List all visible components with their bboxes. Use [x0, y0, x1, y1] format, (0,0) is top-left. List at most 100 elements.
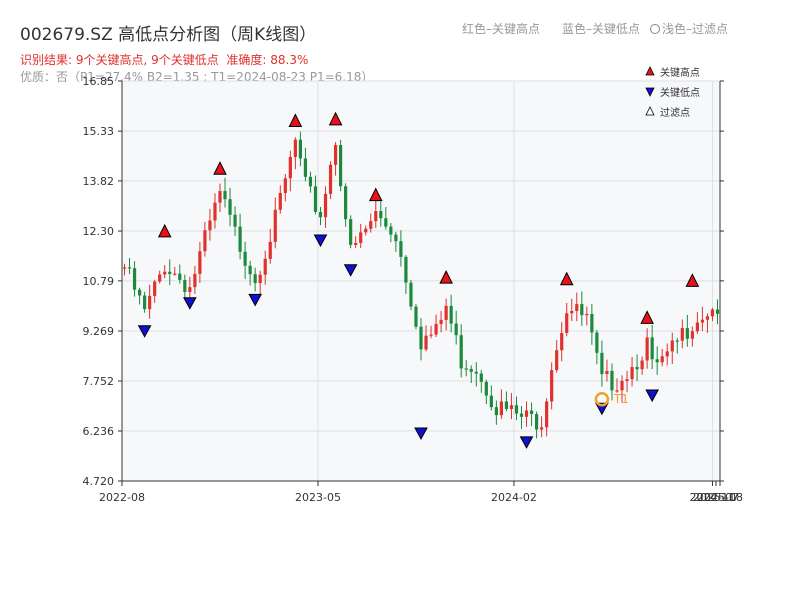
candle-body	[434, 323, 438, 335]
candle-body	[680, 328, 684, 341]
candle-body	[444, 305, 448, 320]
key-low-marker	[414, 427, 428, 440]
candle-body	[364, 228, 368, 233]
y-tick-label: 4.720	[83, 475, 115, 488]
candle-body	[273, 209, 277, 242]
candle-body	[504, 401, 509, 409]
key-low-marker	[343, 264, 358, 277]
key-low-marker	[645, 389, 660, 403]
candle-body	[545, 401, 549, 428]
x-tick-label: 2025-07	[693, 491, 739, 504]
candle-body	[419, 326, 423, 350]
candle-body	[308, 176, 313, 187]
candle-body	[183, 279, 187, 292]
candle-body	[580, 304, 584, 316]
candle-body	[550, 370, 554, 402]
candle-body	[555, 350, 559, 371]
candle-body	[409, 282, 413, 307]
key-high-marker	[288, 113, 303, 127]
candle-body	[645, 337, 649, 361]
key-high-marker	[368, 187, 383, 202]
candle-body	[298, 139, 302, 159]
candle-body	[258, 274, 262, 284]
candle-body	[283, 178, 287, 194]
accuracy-text: 准确度: 88.3%	[226, 53, 309, 67]
candle-body	[349, 219, 353, 245]
candle-body	[615, 390, 619, 392]
candle-body	[424, 335, 428, 350]
candle-body	[464, 368, 468, 370]
candle-body	[625, 379, 629, 381]
candle-body	[369, 221, 373, 229]
key-low-marker	[137, 325, 152, 338]
candle-body	[243, 251, 247, 266]
candle-body	[248, 265, 252, 275]
candle-body	[389, 226, 393, 235]
candle-body	[499, 401, 504, 416]
candle-body	[685, 328, 689, 339]
candle-body	[223, 191, 227, 200]
candle-body	[163, 271, 167, 275]
legend-filter-icon	[645, 106, 655, 116]
candle-body	[253, 274, 257, 284]
result-line: 识别结果: 9个关键高点, 9个关键低点 准确度: 88.3%	[20, 51, 308, 68]
key-low-marker	[182, 297, 197, 310]
legend-label: 过滤点	[660, 106, 690, 119]
candle-body	[429, 334, 433, 336]
key-low-marker	[595, 402, 609, 416]
candle-body	[665, 351, 669, 357]
candle-body	[715, 309, 720, 314]
candle-body	[132, 268, 137, 290]
candle-body	[620, 380, 624, 391]
chart-title: 002679.SZ 高低点分析图（周K线图）	[20, 25, 317, 45]
legend-blue-text: 蓝色–关键低点	[562, 22, 641, 36]
candle-body	[218, 191, 222, 203]
candle-body	[414, 306, 418, 327]
key-high-marker	[559, 271, 574, 286]
candle-body	[384, 218, 388, 227]
candle-body	[208, 220, 212, 231]
candle-body	[359, 232, 363, 243]
candle-body	[560, 332, 564, 351]
candle-body	[514, 405, 519, 414]
candle-body	[655, 359, 659, 363]
candle-body	[570, 311, 574, 314]
candle-body	[540, 427, 544, 430]
markers: T1	[137, 111, 700, 449]
candle-body	[153, 281, 157, 296]
candle-body	[303, 158, 308, 177]
legend-label: 关键高点	[660, 66, 700, 79]
candle-body	[168, 271, 172, 274]
candle-body	[338, 145, 343, 187]
axes: 4.720 6.236 7.752 9.269 10.79 12.30 13.82 15.33…	[83, 75, 743, 504]
x-tick-label: 2024-11	[689, 491, 735, 504]
key-high-marker	[328, 111, 343, 126]
candle-body	[354, 242, 358, 245]
candle-body	[575, 304, 579, 312]
y-tick-label: 16.85	[83, 75, 115, 88]
key-low-marker	[313, 234, 328, 248]
filter-circle-icon	[650, 24, 660, 34]
candle-body	[323, 193, 328, 218]
candle-body	[650, 337, 654, 360]
candle-body	[565, 313, 569, 333]
candle-body	[198, 251, 202, 274]
candle-body	[705, 316, 710, 320]
y-tick-label: 9.269	[83, 325, 115, 338]
candle-body	[143, 295, 147, 310]
candle-body	[489, 395, 493, 408]
y-tick-label: 10.79	[83, 275, 115, 288]
candle-body	[148, 295, 152, 310]
candle-body	[675, 340, 679, 342]
candle-body	[670, 340, 674, 352]
candle-body	[379, 211, 383, 219]
candle-body	[137, 289, 142, 296]
legend-high-icon	[645, 66, 655, 76]
legend-low-icon	[645, 87, 655, 97]
candle-body	[509, 405, 514, 409]
candle-body	[469, 368, 473, 372]
candle-body	[318, 211, 323, 218]
candle-body	[494, 407, 498, 416]
legend-red-text: 红色–关键高点	[462, 22, 541, 36]
